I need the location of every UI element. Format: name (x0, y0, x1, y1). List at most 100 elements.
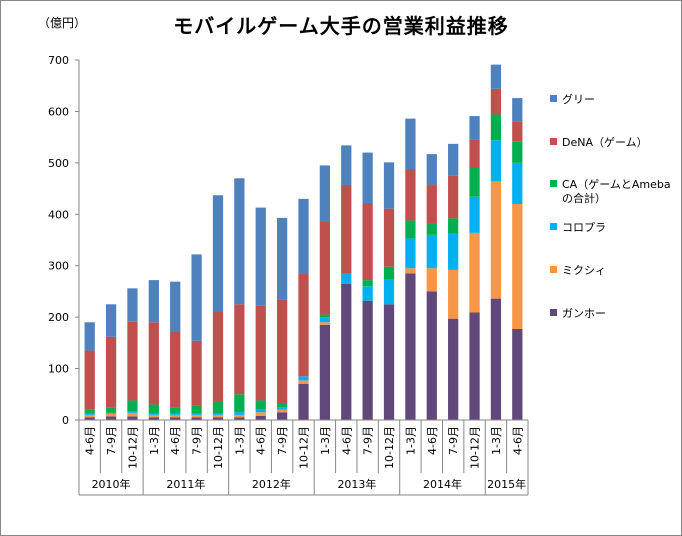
bar-segment (148, 417, 159, 420)
legend-label: ミクシィ (562, 264, 606, 277)
bar-segment (105, 416, 117, 420)
bar-segment (490, 140, 502, 182)
bar-segment (234, 394, 245, 413)
bar-segment (448, 269, 459, 319)
bar-segment (170, 413, 181, 415)
bar-segment (490, 114, 502, 141)
bar-segment (298, 273, 309, 377)
bar-segment (84, 350, 95, 410)
x-tick-label: 10-12月 (126, 426, 139, 469)
bar-segment (255, 207, 266, 306)
bar-segment (490, 298, 502, 420)
bar-segment (212, 400, 224, 414)
bar-segment (405, 268, 416, 274)
bar-segment (448, 233, 459, 270)
x-tick-label: 10-12月 (383, 426, 396, 469)
bar-segment (512, 141, 523, 163)
x-tick-label: 1-3月 (319, 426, 332, 455)
bar-segment (148, 404, 159, 414)
bar-segment (426, 186, 437, 224)
bar-segment (105, 407, 117, 413)
bar-segment (341, 145, 352, 185)
x-tick-label: 7-9月 (362, 426, 375, 455)
x-tick-label: 4-6月 (169, 426, 182, 455)
chart-title: モバイルゲーム大手の営業利益推移 (173, 14, 509, 38)
year-group-label: 2013年 (337, 477, 376, 491)
bar-segment (383, 266, 395, 280)
x-tick-label: 4-6月 (340, 426, 353, 455)
year-group-label: 2010年 (92, 477, 131, 491)
legend-swatch (550, 223, 557, 230)
bar-segment (426, 268, 437, 292)
bar-segment (148, 413, 159, 415)
bar-segment (276, 299, 288, 404)
bar-segment (212, 414, 224, 418)
bar-segment (383, 304, 395, 420)
bar-segment (255, 412, 266, 416)
bar-segment (255, 400, 266, 410)
legend-swatch (550, 138, 557, 145)
legend-swatch (550, 309, 557, 316)
bar-segment (319, 317, 331, 323)
bar-segment (170, 417, 181, 420)
bar-segment (512, 328, 523, 420)
bar-segment (212, 417, 224, 420)
bar-segment (383, 208, 395, 267)
bar-segment (405, 118, 416, 170)
y-tick-label: 100 (48, 363, 69, 376)
x-tick-label: 10-12月 (469, 426, 482, 469)
bar-segment (234, 178, 245, 305)
bar-segment (212, 413, 224, 415)
bar-segment (276, 407, 288, 410)
bar-segment (276, 403, 288, 408)
bar-segment (191, 413, 202, 415)
bar-segment (383, 162, 395, 209)
bar-segment (448, 318, 459, 420)
legend-label: コロプラ (562, 221, 606, 234)
bar-segment (448, 218, 459, 234)
x-tick-label: 4-6月 (84, 426, 97, 455)
bar-segment (319, 222, 331, 315)
bar-segment (405, 273, 416, 420)
legend-label: CA（ゲームとAmeba の合計） (562, 178, 671, 205)
bar-segment (362, 152, 373, 203)
x-tick-label: 1-3月 (490, 426, 503, 455)
bar-segment (170, 414, 181, 418)
x-tick-label: 1-3月 (148, 426, 161, 455)
bar-segment (512, 204, 523, 329)
bar-segment (298, 384, 309, 420)
bar-segment (490, 88, 502, 115)
bar-segment (319, 165, 331, 222)
y-tick-label: 0 (62, 414, 69, 427)
bar-segment (84, 417, 95, 420)
bar-segment (405, 220, 416, 239)
bar-segment (490, 181, 502, 299)
y-tick-label: 500 (48, 157, 69, 170)
bar-segment (276, 409, 288, 413)
year-group-label: 2012年 (252, 477, 291, 491)
legend-swatch (550, 95, 557, 102)
bar-segment (84, 413, 95, 415)
bar-segment (362, 300, 373, 420)
bar-segment (426, 154, 437, 186)
bar-segment (405, 238, 416, 269)
bar-segment (469, 167, 480, 197)
bar-segment (105, 304, 117, 337)
bar-segment (255, 415, 266, 420)
bar-segment (84, 414, 95, 418)
bar-segment (127, 288, 138, 322)
bar-segment (298, 376, 309, 381)
bar-segment (191, 340, 202, 406)
bar-segment (148, 322, 159, 405)
bar-segment (84, 322, 95, 351)
bar-segment (319, 322, 331, 325)
bar-segment (105, 412, 117, 414)
year-group-label: 2011年 (166, 477, 205, 491)
y-tick-label: 700 (48, 54, 69, 67)
bar-segment (512, 121, 523, 142)
bar-segment (148, 280, 159, 323)
x-tick-label: 7-9月 (191, 426, 204, 455)
bar-segment (276, 217, 288, 300)
legend-swatch (550, 180, 557, 187)
